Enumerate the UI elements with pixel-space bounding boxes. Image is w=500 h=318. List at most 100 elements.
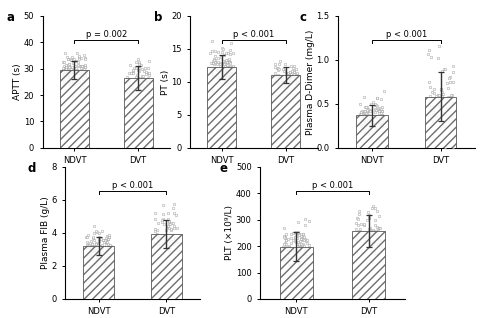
Point bbox=[272, 80, 280, 85]
Point bbox=[221, 79, 229, 84]
Point bbox=[172, 213, 179, 218]
Point bbox=[354, 216, 362, 221]
Point bbox=[98, 238, 106, 243]
Point bbox=[160, 203, 168, 208]
Point bbox=[98, 243, 106, 248]
Point bbox=[216, 64, 224, 69]
Point bbox=[63, 72, 71, 77]
Point bbox=[83, 243, 91, 248]
Point bbox=[60, 51, 68, 56]
Point bbox=[96, 234, 104, 239]
Point bbox=[296, 241, 304, 246]
Point bbox=[218, 70, 226, 75]
Point bbox=[102, 237, 110, 242]
Point bbox=[170, 236, 178, 241]
Point bbox=[126, 85, 134, 90]
Point bbox=[294, 220, 302, 225]
Point bbox=[80, 52, 88, 58]
Point bbox=[94, 241, 102, 246]
Point bbox=[76, 63, 84, 68]
Point bbox=[356, 112, 364, 117]
Point bbox=[90, 224, 98, 229]
Point bbox=[144, 59, 152, 64]
Point bbox=[287, 241, 295, 246]
Point bbox=[59, 66, 67, 71]
Point bbox=[290, 69, 298, 74]
Point bbox=[136, 76, 144, 81]
Point bbox=[362, 104, 370, 109]
Point bbox=[62, 66, 70, 72]
Point bbox=[217, 73, 225, 79]
Point bbox=[286, 263, 294, 268]
Point bbox=[380, 119, 388, 124]
Point bbox=[434, 92, 442, 97]
Point bbox=[434, 98, 442, 103]
Point bbox=[360, 109, 368, 114]
Point bbox=[359, 113, 367, 118]
Point bbox=[170, 238, 177, 243]
Point bbox=[280, 233, 288, 238]
Point bbox=[378, 112, 386, 117]
Point bbox=[92, 242, 100, 247]
Point bbox=[291, 252, 299, 257]
Point bbox=[63, 74, 71, 79]
Point bbox=[279, 245, 287, 250]
Point bbox=[374, 126, 382, 131]
Point bbox=[96, 244, 104, 249]
Point bbox=[168, 220, 176, 225]
Point bbox=[84, 235, 92, 240]
Point bbox=[214, 76, 222, 81]
Point bbox=[373, 106, 381, 111]
Point bbox=[280, 67, 288, 72]
Point bbox=[280, 79, 288, 84]
Point bbox=[166, 218, 173, 223]
Point bbox=[370, 228, 378, 233]
Point bbox=[359, 234, 367, 239]
Point bbox=[218, 75, 226, 80]
Y-axis label: PT (s): PT (s) bbox=[161, 69, 170, 94]
Point bbox=[224, 74, 232, 79]
Point bbox=[140, 83, 148, 88]
Point bbox=[360, 233, 368, 238]
Point bbox=[280, 234, 288, 239]
Point bbox=[81, 73, 89, 78]
Point bbox=[93, 256, 101, 261]
Point bbox=[372, 209, 380, 214]
Point bbox=[286, 73, 294, 78]
Point bbox=[229, 65, 237, 70]
Point bbox=[288, 74, 296, 80]
Point bbox=[158, 219, 166, 224]
Point bbox=[135, 62, 143, 67]
Point bbox=[64, 81, 72, 86]
Point bbox=[210, 54, 218, 59]
Point bbox=[360, 114, 368, 119]
Point bbox=[104, 253, 112, 258]
Point bbox=[86, 244, 94, 249]
Point bbox=[364, 122, 372, 128]
Point bbox=[281, 234, 289, 239]
Point bbox=[106, 255, 114, 260]
Point bbox=[207, 61, 215, 66]
Point bbox=[364, 209, 372, 214]
Point bbox=[145, 91, 153, 96]
Point bbox=[227, 41, 235, 46]
Point bbox=[372, 107, 380, 113]
Point bbox=[90, 230, 98, 235]
Point bbox=[282, 237, 290, 242]
Point bbox=[64, 63, 72, 68]
Point bbox=[217, 55, 225, 60]
Point bbox=[369, 121, 377, 127]
Point bbox=[373, 236, 381, 241]
Point bbox=[286, 247, 294, 252]
Point bbox=[211, 60, 219, 65]
Point bbox=[357, 112, 365, 117]
Point bbox=[102, 239, 110, 245]
Point bbox=[134, 68, 142, 73]
Point bbox=[206, 51, 214, 56]
Point bbox=[286, 69, 294, 74]
Point bbox=[440, 110, 448, 115]
Point bbox=[68, 65, 76, 70]
Point bbox=[104, 244, 112, 249]
Point bbox=[223, 68, 231, 73]
Point bbox=[295, 249, 303, 254]
